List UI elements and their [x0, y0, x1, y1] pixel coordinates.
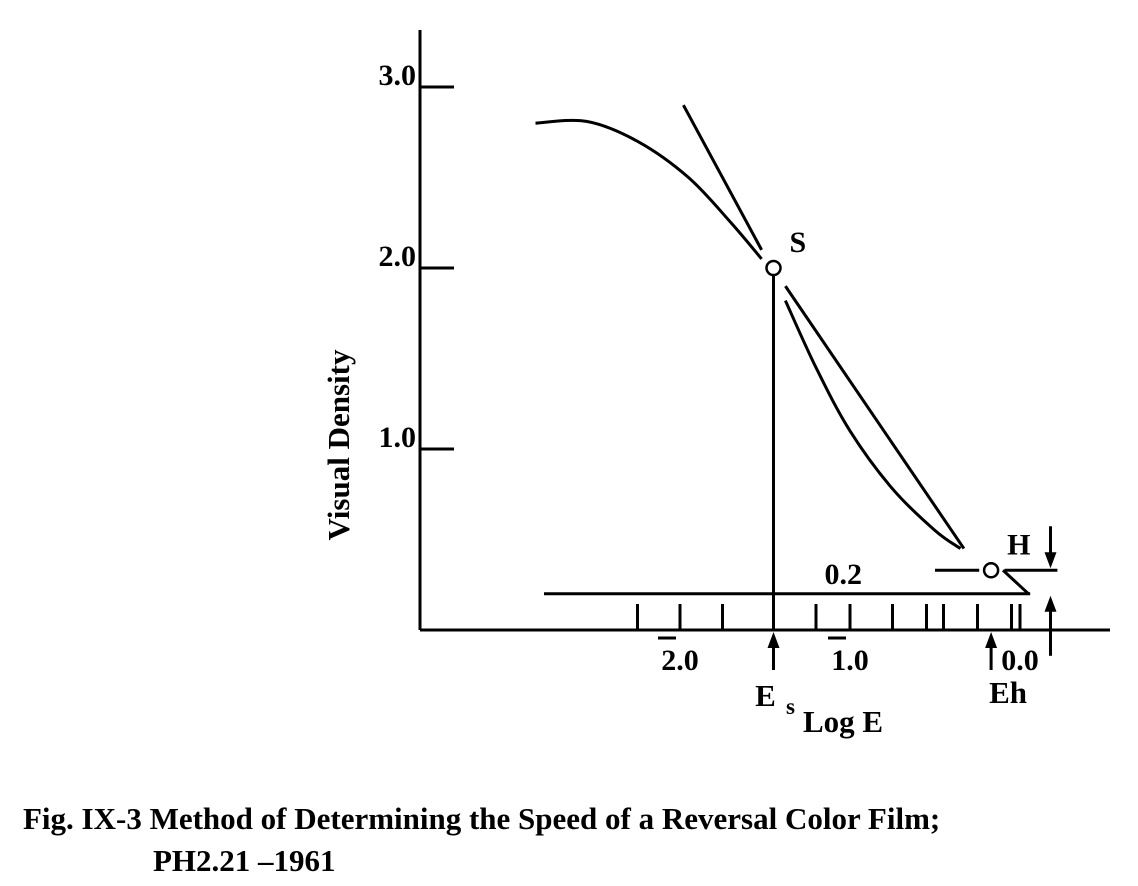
reference-line-1 [682, 104, 763, 251]
curve-segment-1 [535, 118, 763, 260]
chart-lines [535, 104, 1058, 630]
curve-segment-2 [784, 299, 962, 550]
curve-segment-3 [1001, 569, 1030, 595]
chart-axes [418, 30, 1110, 632]
point-s-label: S [790, 226, 807, 259]
eh-arrow-head [985, 632, 998, 648]
x-tick-label: 1.0 [831, 644, 869, 677]
reference-line-2 [784, 285, 966, 550]
figure-caption-line-2: PH2.21 –1961 [153, 843, 336, 878]
figure-caption-line-1: Fig. IX-3 Method of Determining the Spee… [23, 801, 941, 836]
density-top-arrow-head [1044, 552, 1057, 569]
es-arrow-head [767, 632, 780, 648]
x-tick-label: 2.0 [661, 644, 699, 677]
chart-labels: 1.0 2.0 3.0 2.0 1.0 0.0 Log E Visual Density S H 0… [321, 59, 1039, 739]
point-h-marker [982, 562, 1000, 579]
y-tick-label: 1.0 [379, 421, 417, 454]
y-axis-label: Visual Density [321, 349, 356, 540]
x-axis-label: Log E [803, 704, 883, 739]
y-tick-label: 2.0 [379, 240, 417, 273]
density-interval-label: 0.2 [825, 558, 863, 591]
x-tick-label: 0.0 [1001, 644, 1039, 677]
y-tick-label: 3.0 [379, 59, 417, 92]
es-label-subscript: s [786, 694, 795, 719]
chart-marks [765, 259, 1057, 670]
point-s-marker [765, 259, 782, 277]
es-label: E [755, 678, 776, 713]
point-h-label: H [1007, 528, 1030, 561]
density-bottom-arrow-head [1044, 595, 1057, 612]
eh-label: Eh [989, 675, 1027, 710]
